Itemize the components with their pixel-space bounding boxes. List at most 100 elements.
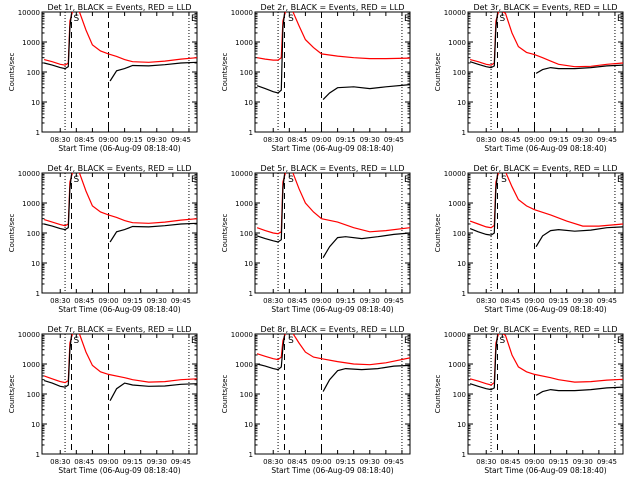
y-tick-label: 1 <box>36 129 40 137</box>
marker-s: S <box>73 175 79 185</box>
y-tick-label: 1000 <box>235 39 253 47</box>
marker-e: E <box>404 336 410 346</box>
x-tick-label: 09:15 <box>123 136 143 144</box>
y-tick-label: 100 <box>27 69 40 77</box>
y-tick-label: 1 <box>462 129 466 137</box>
y-tick-label: 10000 <box>18 170 40 178</box>
x-tick-label: 08:30 <box>476 458 496 466</box>
y-tick-label: 10 <box>31 99 40 107</box>
marker-e: E <box>191 175 197 185</box>
x-tick-label: 08:45 <box>287 297 307 305</box>
panel-title: Det 8r, BLACK = Events, RED = LLD <box>260 325 404 334</box>
x-tick-label: 08:30 <box>50 458 70 466</box>
panel-title: Det 1r, BLACK = Events, RED = LLD <box>47 3 191 12</box>
y-axis-label: Counts/sec <box>8 214 16 253</box>
x-tick-label: 09:30 <box>573 297 593 305</box>
marker-s: S <box>288 14 294 24</box>
panel-8: Det 8r, BLACK = Events, RED = LLD 1 10 100 1… <box>221 325 411 475</box>
events-series-line <box>469 174 623 248</box>
events-series-line <box>43 335 197 401</box>
lld-series-line <box>43 12 197 66</box>
x-tick-label: 09:00 <box>524 136 544 144</box>
panel-4: Det 4r, BLACK = Events, RED = LLD 1 10 100 1… <box>8 164 198 314</box>
y-tick-label: 10000 <box>444 9 466 17</box>
y-tick-label: 100 <box>27 391 40 399</box>
y-tick-label: 10 <box>244 99 253 107</box>
panel-5: Det 5r, BLACK = Events, RED = LLD 1 10 100 1… <box>221 164 411 314</box>
marker-e: E <box>191 336 197 346</box>
events-series-line <box>256 13 410 101</box>
y-tick-label: 10000 <box>444 170 466 178</box>
y-tick-label: 1 <box>36 451 40 459</box>
panel-2: Det 2r, BLACK = Events, RED = LLD 1 10 100 1… <box>221 3 411 153</box>
x-tick-label: 08:45 <box>287 136 307 144</box>
x-tick-label: 09:30 <box>360 136 380 144</box>
x-tick-label: 09:45 <box>171 136 191 144</box>
lld-series-line <box>256 173 410 235</box>
y-tick-label: 10000 <box>231 331 253 339</box>
panel-title: Det 2r, BLACK = Events, RED = LLD <box>260 3 404 12</box>
x-tick-label: 09:15 <box>549 136 569 144</box>
x-tick-label: 09:30 <box>360 297 380 305</box>
marker-s: S <box>499 14 505 24</box>
x-tick-label: 09:30 <box>360 458 380 466</box>
y-tick-label: 100 <box>453 230 466 238</box>
x-tick-label: 09:30 <box>147 297 167 305</box>
y-tick-label: 1000 <box>235 200 253 208</box>
lld-series-line <box>43 173 197 227</box>
y-tick-label: 10 <box>244 421 253 429</box>
x-axis-label: Start Time (06-Aug-09 08:18:40) <box>58 144 180 153</box>
y-tick-label: 1000 <box>448 361 466 369</box>
x-tick-label: 08:45 <box>74 297 94 305</box>
y-tick-label: 100 <box>240 69 253 77</box>
y-tick-label: 10 <box>457 421 466 429</box>
lld-series-line <box>256 12 410 61</box>
marker-e: E <box>617 14 623 24</box>
x-tick-label: 08:30 <box>263 458 283 466</box>
y-tick-label: 10000 <box>444 331 466 339</box>
x-tick-label: 09:15 <box>123 297 143 305</box>
events-series-line <box>469 13 623 74</box>
x-tick-label: 09:15 <box>336 458 356 466</box>
y-tick-label: 1 <box>36 290 40 298</box>
x-tick-label: 09:00 <box>98 136 118 144</box>
lld-series-line <box>469 12 623 68</box>
x-tick-label: 08:30 <box>50 297 70 305</box>
x-axis-label: Start Time (06-Aug-09 08:18:40) <box>58 466 180 475</box>
y-tick-label: 1 <box>249 290 253 298</box>
x-tick-label: 09:15 <box>336 297 356 305</box>
marker-e: E <box>617 175 623 185</box>
panel-1: Det 1r, BLACK = Events, RED = LLD 1 10 100 1… <box>8 3 198 153</box>
lld-series-line <box>469 173 623 229</box>
x-axis-label: Start Time (06-Aug-09 08:18:40) <box>484 466 606 475</box>
y-tick-label: 1000 <box>22 200 40 208</box>
y-tick-label: 1000 <box>22 361 40 369</box>
lld-series-line <box>469 334 623 386</box>
x-tick-label: 09:45 <box>597 136 617 144</box>
panel-3: Det 3r, BLACK = Events, RED = LLD 1 10 100 1… <box>434 3 624 153</box>
y-tick-label: 1000 <box>448 200 466 208</box>
x-tick-label: 09:00 <box>311 136 331 144</box>
y-tick-label: 1000 <box>235 361 253 369</box>
marker-e: E <box>404 175 410 185</box>
x-tick-label: 09:45 <box>384 136 404 144</box>
y-tick-label: 10 <box>457 260 466 268</box>
y-tick-label: 1 <box>249 129 253 137</box>
y-axis-label: Counts/sec <box>8 375 16 414</box>
x-tick-label: 09:15 <box>549 458 569 466</box>
x-tick-label: 08:45 <box>74 458 94 466</box>
x-tick-label: 09:45 <box>384 297 404 305</box>
x-tick-label: 09:00 <box>98 458 118 466</box>
y-tick-label: 100 <box>453 69 466 77</box>
marker-e: E <box>617 336 623 346</box>
events-series-line <box>256 174 410 259</box>
x-tick-label: 09:30 <box>147 136 167 144</box>
x-tick-label: 09:30 <box>573 458 593 466</box>
y-tick-label: 10 <box>244 260 253 268</box>
x-tick-label: 09:45 <box>597 297 617 305</box>
lld-series-line <box>256 334 410 366</box>
panel-title: Det 7r, BLACK = Events, RED = LLD <box>47 325 191 334</box>
marker-s: S <box>288 175 294 185</box>
y-tick-label: 1 <box>462 290 466 298</box>
